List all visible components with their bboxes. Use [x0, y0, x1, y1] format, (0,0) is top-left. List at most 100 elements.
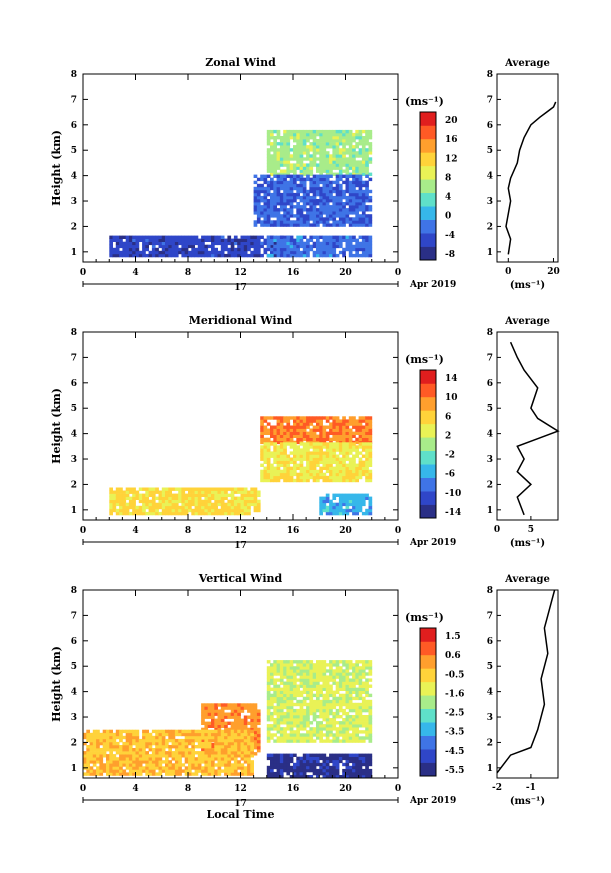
heatmap-cell [279, 157, 284, 161]
heatmap-cell [204, 502, 209, 507]
heatmap-cell [145, 745, 149, 749]
heatmap-cell [361, 724, 366, 728]
heatmap-cell [266, 189, 271, 194]
heatmap-cell [132, 499, 136, 504]
heatmap-cell [338, 681, 343, 685]
heatmap-cell [217, 751, 222, 755]
heatmap-cell [289, 434, 294, 438]
heatmap-cell [335, 192, 340, 197]
heatmap-cell [352, 496, 356, 500]
heatmap-cell [286, 241, 291, 246]
heatmap-cell [230, 757, 235, 761]
heatmap-cell [109, 505, 113, 510]
heatmap-cell [299, 434, 304, 438]
heatmap-cell [368, 672, 373, 676]
heatmap-cell [204, 490, 209, 494]
colorbar-swatch [420, 233, 436, 247]
heatmap-cell [220, 238, 225, 242]
heatmap-cell [204, 253, 209, 258]
heatmap-cell [155, 253, 159, 258]
heatmap-cell [191, 732, 195, 737]
heatmap-cell [224, 735, 228, 740]
heatmap-cell [365, 139, 369, 143]
heatmap-cell [299, 136, 304, 140]
heatmap-cell [211, 241, 215, 246]
heatmap-cell [302, 422, 307, 426]
heatmap-cell [230, 508, 235, 513]
heatmap-cell [319, 132, 323, 137]
heatmap-cell [279, 177, 284, 182]
heatmap-cell [316, 669, 320, 673]
heatmap-cell [250, 706, 254, 710]
heatmap-cell [158, 499, 163, 504]
heatmap-cell [361, 434, 366, 438]
heatmap-cell [171, 732, 176, 737]
heatmap-cell [266, 460, 271, 464]
heatmap-cell [106, 745, 110, 749]
heatmap-cell [155, 247, 159, 252]
heatmap-cell [316, 166, 320, 170]
heatmap-cell [243, 502, 248, 507]
heatmap-cell [286, 169, 291, 173]
average-y-tick-label: 1 [487, 506, 493, 516]
heatmap-cell [312, 756, 317, 761]
heatmap-cell [279, 678, 284, 682]
heatmap-cell [329, 684, 333, 688]
heatmap-cell [332, 208, 337, 212]
heatmap-cell [345, 189, 350, 194]
heatmap-cell [338, 132, 343, 137]
heatmap-cell [115, 247, 120, 252]
heatmap-cell [201, 766, 205, 770]
heatmap-cell [286, 690, 291, 694]
heatmap-cell [361, 768, 366, 773]
heatmap-cell [279, 660, 284, 664]
heatmap-cell [332, 145, 337, 149]
y-tick-label: 2 [71, 738, 77, 748]
heatmap-cell [355, 768, 359, 773]
heatmap-cell [128, 763, 133, 767]
heatmap-cell [204, 487, 209, 491]
heatmap-cell [148, 769, 153, 773]
heatmap-cell [342, 163, 346, 167]
heatmap-cell [335, 205, 340, 209]
heatmap-cell [322, 132, 327, 137]
heatmap-cell [316, 129, 320, 134]
heatmap-cell [230, 732, 235, 737]
colorbar-swatch [420, 477, 436, 492]
heatmap-cell [233, 502, 238, 507]
heatmap-cell [92, 741, 97, 746]
heatmap-cell [342, 195, 346, 200]
heatmap-cell [358, 463, 363, 467]
heatmap-cell [201, 754, 205, 758]
heatmap-cell [112, 735, 117, 740]
heatmap-cell [276, 451, 281, 455]
heatmap-cell [368, 238, 373, 242]
heatmap-cell [368, 508, 373, 513]
heatmap-cell [345, 705, 350, 710]
heatmap-cell [119, 738, 123, 743]
heatmap-cell [109, 766, 113, 770]
heatmap-cell [181, 769, 186, 773]
heatmap-cell [135, 763, 140, 767]
heatmap-cell [279, 472, 284, 477]
heatmap-cell [312, 145, 317, 149]
heatmap-cell [322, 244, 327, 249]
heatmap-cell [188, 763, 192, 767]
heatmap-cell [260, 241, 264, 246]
heatmap-cell [342, 669, 346, 673]
heatmap-cell [312, 463, 317, 467]
heatmap-cell [253, 487, 258, 491]
heatmap-cell [296, 466, 300, 470]
heatmap-cell [273, 705, 277, 710]
heatmap-cell [168, 496, 172, 500]
heatmap-cell [345, 724, 350, 728]
heatmap-cell [279, 768, 284, 773]
heatmap-cell [316, 705, 320, 710]
heatmap-cell [266, 169, 271, 173]
heatmap-cell [361, 669, 366, 673]
heatmap-cell [345, 169, 350, 173]
heatmap-cell [279, 733, 284, 737]
heatmap-cell [352, 681, 356, 685]
heatmap-cell [220, 745, 225, 749]
heatmap-cell [358, 768, 363, 773]
